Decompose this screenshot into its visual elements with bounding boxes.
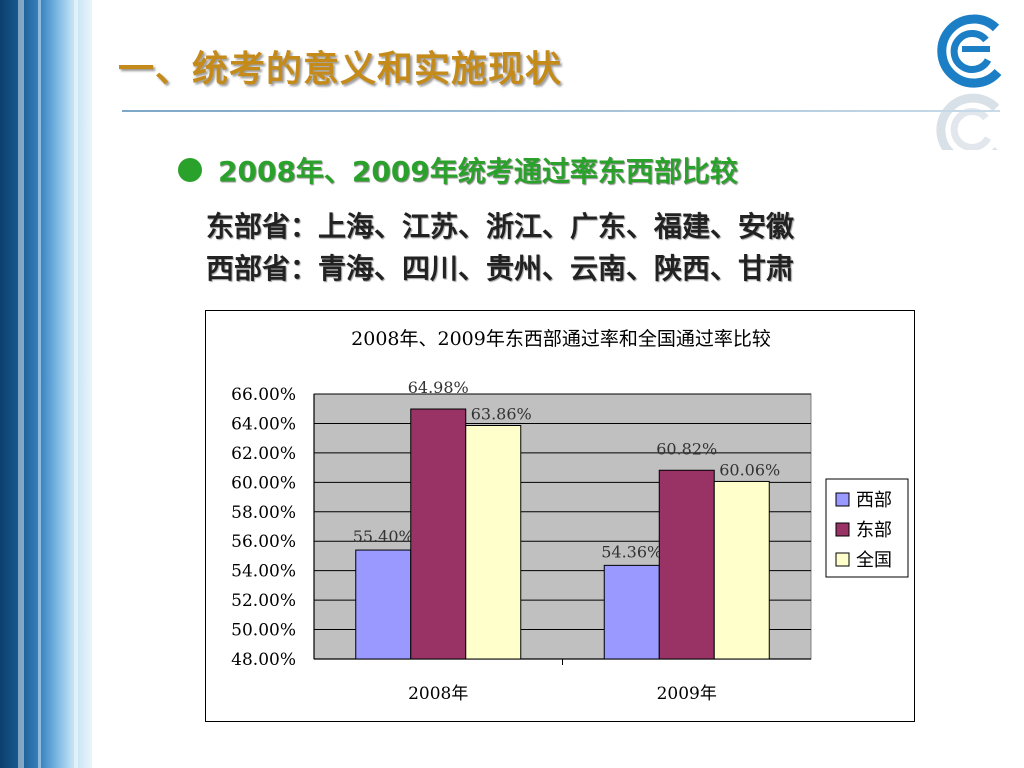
left-bar-stripe (18, 0, 24, 768)
y-tick-label: 66.00% (231, 385, 296, 405)
bullet-heading-text: 2008年、2009年统考通过率东西部比较 (218, 155, 738, 188)
left-decorative-bar (0, 0, 92, 768)
y-tick-label: 60.00% (231, 473, 296, 493)
page-title: 一、统考的意义和实施现状 (118, 49, 563, 90)
y-tick-label: 62.00% (231, 444, 296, 464)
y-tick-label: 50.00% (231, 621, 296, 641)
bullet-dot-icon (178, 158, 202, 182)
data-label: 60.82% (656, 439, 717, 458)
logo-icon (936, 14, 1002, 150)
left-bar-stripe (38, 0, 41, 768)
legend-label: 东部 (856, 520, 892, 541)
left-bar-stripe (74, 0, 78, 768)
east-provinces: 东部省：上海、江苏、浙江、广东、福建、安徽 (206, 210, 795, 243)
bar (465, 425, 522, 660)
y-tick-label: 56.00% (231, 532, 296, 552)
bar-chart: 2008年、2009年东西部通过率和全国通过率比较 48.00% 50.00% 52… (231, 328, 909, 704)
legend-swatch (835, 522, 850, 537)
data-label: 60.06% (719, 460, 780, 479)
legend-label: 全国 (856, 550, 892, 571)
legend-swatch (835, 492, 850, 507)
data-label: 55.40% (353, 527, 414, 546)
bar (410, 408, 467, 660)
provinces-block: 东部省：上海、江苏、浙江、广东、福建、安徽 西部省：青海、四川、贵州、云南、陕西… (206, 206, 794, 290)
data-label: 54.36% (601, 542, 662, 561)
bar (658, 469, 715, 660)
legend-label: 西部 (856, 490, 892, 511)
y-tick-label: 64.00% (231, 414, 296, 434)
bar (713, 480, 770, 660)
y-tick-label: 48.00% (231, 650, 296, 670)
x-tick-label: 2009年 (657, 684, 717, 704)
y-tick-label: 58.00% (231, 503, 296, 523)
bullet-heading: 2008年、2009年统考通过率东西部比较 (178, 150, 738, 190)
y-tick-label: 54.00% (231, 562, 296, 582)
chart-container: 2008年、2009年东西部通过率和全国通过率比较 48.00% 50.00% 52… (205, 310, 915, 722)
y-tick-label: 52.00% (231, 591, 296, 611)
data-label: 63.86% (471, 405, 532, 424)
data-label: 64.98% (408, 378, 469, 397)
bar (355, 549, 412, 660)
title-divider (122, 110, 1000, 112)
x-tick-label: 2008年 (408, 684, 468, 704)
west-provinces: 西部省：青海、四川、贵州、云南、陕西、甘肃 (206, 252, 795, 285)
legend-swatch (835, 552, 850, 567)
bar (603, 564, 660, 660)
chart-title: 2008年、2009年东西部通过率和全国通过率比较 (351, 328, 771, 350)
